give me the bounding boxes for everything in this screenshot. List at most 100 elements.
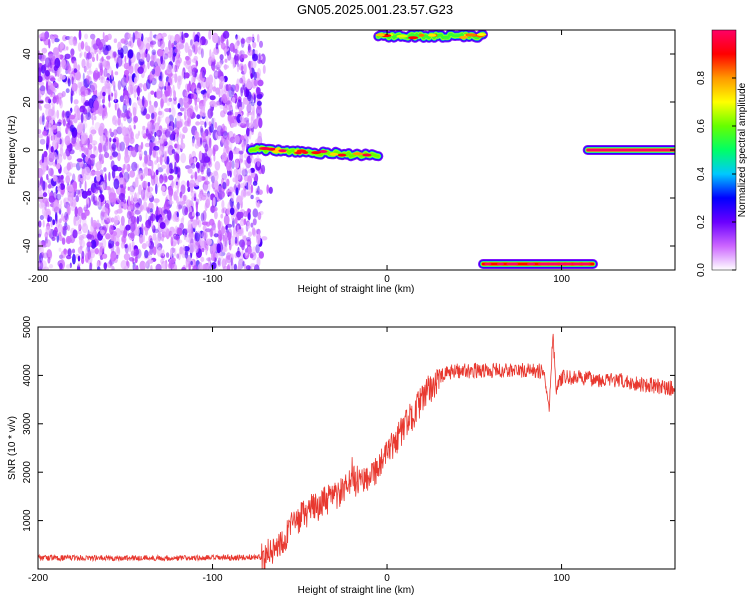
noise-blob	[140, 141, 144, 150]
noise-blob	[149, 213, 156, 222]
noise-blob	[129, 136, 135, 145]
noise-blob	[202, 132, 207, 139]
noise-blob	[108, 93, 111, 102]
noise-blob	[141, 181, 147, 188]
x-tick-label: -100	[203, 573, 223, 584]
noise-blob	[199, 39, 202, 47]
band-peak	[511, 262, 519, 266]
colorbar-axes: 0.0 0.2 0.4 0.6 0.8	[696, 71, 736, 277]
noise-blob	[133, 115, 138, 123]
noise-blob	[67, 161, 71, 171]
noise-blob	[53, 47, 59, 56]
noise-blob	[137, 37, 142, 48]
noise-blob	[176, 253, 180, 259]
noise-blob	[40, 260, 47, 270]
noise-blob	[203, 180, 210, 185]
noise-blob	[190, 39, 193, 46]
noise-blob	[82, 72, 85, 82]
noise-blob	[152, 149, 158, 159]
noise-blob	[184, 72, 190, 79]
noise-blob	[199, 73, 203, 80]
noise-blob	[59, 184, 62, 195]
band-peak	[396, 34, 408, 38]
noise-blob	[96, 219, 100, 230]
noise-blob	[185, 56, 192, 65]
noise-blob	[174, 48, 178, 54]
noise-blob	[154, 137, 157, 147]
noise-blob	[83, 101, 90, 107]
noise-blob	[238, 106, 242, 113]
noise-blob	[258, 251, 264, 259]
noise-blob	[188, 49, 193, 57]
noise-blob	[79, 81, 85, 88]
noise-blob	[144, 166, 149, 177]
noise-blob	[104, 34, 109, 43]
noise-blob	[72, 181, 78, 189]
noise-blob	[227, 110, 232, 116]
noise-blob	[77, 64, 81, 72]
noise-blob	[46, 122, 53, 128]
noise-blob	[206, 257, 213, 262]
noise-blob	[104, 186, 111, 191]
noise-blob	[256, 87, 261, 95]
noise-blob	[120, 201, 125, 207]
noise-blob	[139, 53, 146, 62]
noise-blob	[56, 83, 59, 89]
noise-blob	[77, 262, 81, 267]
noise-blob	[101, 56, 104, 62]
noise-blob	[38, 129, 42, 135]
noise-blob	[110, 217, 115, 223]
noise-blob	[82, 108, 88, 115]
noise-blob	[39, 162, 43, 167]
noise-blob	[254, 49, 258, 54]
noise-blob	[246, 221, 251, 229]
noise-blob	[73, 68, 78, 73]
noise-blob	[163, 226, 169, 236]
noise-blob	[246, 236, 251, 242]
noise-blob	[176, 205, 179, 210]
noise-blob	[70, 93, 73, 104]
noise-blob	[175, 133, 178, 142]
noise-blob	[95, 67, 98, 74]
noise-blob	[59, 74, 66, 80]
noise-blob	[250, 263, 256, 268]
noise-blob	[200, 48, 204, 59]
noise-blob	[91, 114, 94, 121]
noise-blob	[121, 168, 125, 175]
noise-blob	[114, 71, 119, 76]
noise-blob	[141, 43, 146, 51]
noise-blob	[73, 117, 78, 124]
noise-blob	[42, 130, 47, 136]
noise-blob	[236, 201, 240, 210]
noise-blob	[106, 131, 110, 140]
noise-blob	[252, 41, 257, 49]
noise-blob	[152, 233, 157, 241]
noise-blob	[158, 178, 163, 185]
noise-blob	[204, 143, 209, 152]
noise-blob	[73, 75, 76, 84]
noise-blob	[98, 61, 104, 70]
noise-blob	[204, 175, 208, 185]
noise-blob	[108, 140, 112, 150]
noise-blob	[71, 59, 74, 64]
noise-blob	[129, 222, 136, 232]
noise-blob	[177, 167, 181, 179]
noise-blob	[75, 113, 82, 119]
noise-blob	[84, 209, 90, 217]
noise-blob	[201, 221, 208, 226]
noise-blob	[81, 250, 85, 259]
noise-blob	[144, 249, 149, 259]
noise-blob	[86, 70, 93, 75]
noise-blob	[184, 42, 189, 54]
noise-blob	[139, 234, 144, 244]
noise-blob	[78, 30, 82, 41]
band-peak	[311, 151, 321, 155]
noise-blob	[85, 197, 89, 205]
noise-blob	[110, 160, 115, 171]
noise-blob	[84, 45, 91, 52]
noise-blob	[147, 259, 154, 264]
noise-blob	[243, 63, 247, 74]
noise-blob	[226, 111, 233, 116]
noise-blob	[182, 97, 189, 103]
signal-band	[582, 145, 675, 155]
